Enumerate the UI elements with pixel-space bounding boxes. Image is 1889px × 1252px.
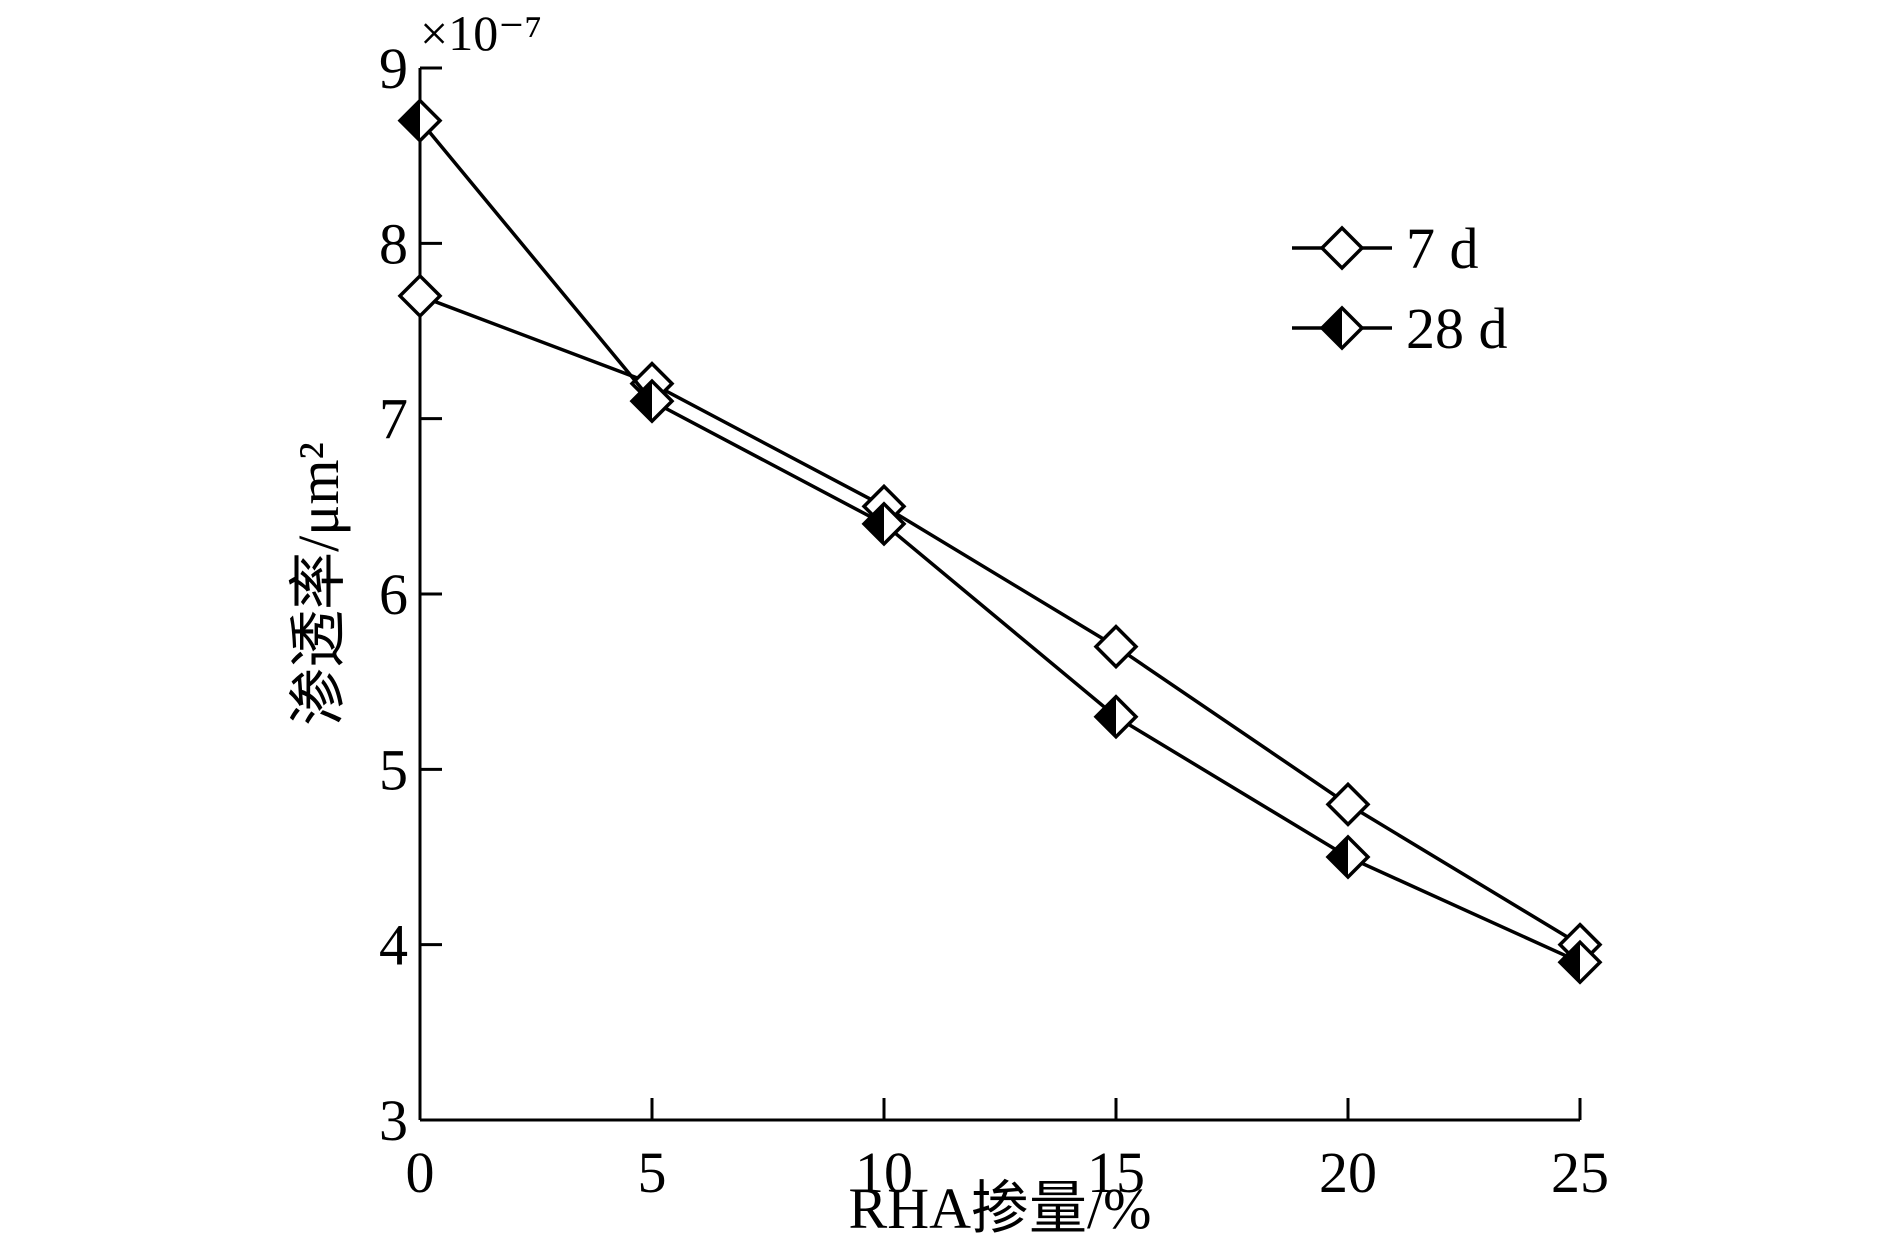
data-point <box>629 378 675 424</box>
x-tick-label: 5 <box>638 1140 667 1205</box>
y-tick-label: 8 <box>379 211 408 276</box>
y-tick-label: 5 <box>379 737 408 802</box>
legend-label: 7 d <box>1406 216 1479 281</box>
x-tick-label: 15 <box>1087 1140 1145 1205</box>
y-tick-label: 6 <box>379 562 408 627</box>
ticks <box>418 66 1582 1122</box>
legend-entry: 28 d <box>1292 296 1508 361</box>
x-axis-title: RHA掺量/% <box>849 1176 1152 1241</box>
series-line <box>418 119 1581 964</box>
legend-entry: 7 d <box>1292 216 1479 281</box>
data-point <box>861 501 907 547</box>
y-tick-label: 4 <box>379 913 408 978</box>
y-axis-title: 渗透率/μm² <box>286 442 351 726</box>
data-point <box>1093 694 1139 740</box>
legend: 7 d 28 d <box>1292 216 1508 361</box>
x-tick-label: 10 <box>855 1140 913 1205</box>
legend-marker <box>1319 305 1365 351</box>
tick-labels: 0 5 10 15 20 25 3 4 5 6 7 8 9 <box>379 36 1609 1205</box>
x-tick-label: 20 <box>1319 1140 1377 1205</box>
series-layer <box>397 98 1603 985</box>
x-tick-label: 25 <box>1551 1140 1609 1205</box>
data-point <box>397 98 443 144</box>
series-line <box>419 294 1581 947</box>
y-tick-label: 9 <box>379 36 408 101</box>
legend-label: 28 d <box>1406 296 1508 361</box>
y-tick-label: 7 <box>379 387 408 452</box>
y-tick-label: 3 <box>379 1088 408 1153</box>
data-point <box>1325 781 1371 827</box>
x-tick-label: 0 <box>406 1140 435 1205</box>
data-point <box>397 273 443 319</box>
legend-marker <box>1319 225 1365 271</box>
data-point <box>1093 624 1139 670</box>
data-point <box>1557 939 1603 985</box>
series-2 <box>397 98 1603 985</box>
y-exponent-label: ×10⁻⁷ <box>420 5 542 61</box>
data-point <box>1325 834 1371 880</box>
